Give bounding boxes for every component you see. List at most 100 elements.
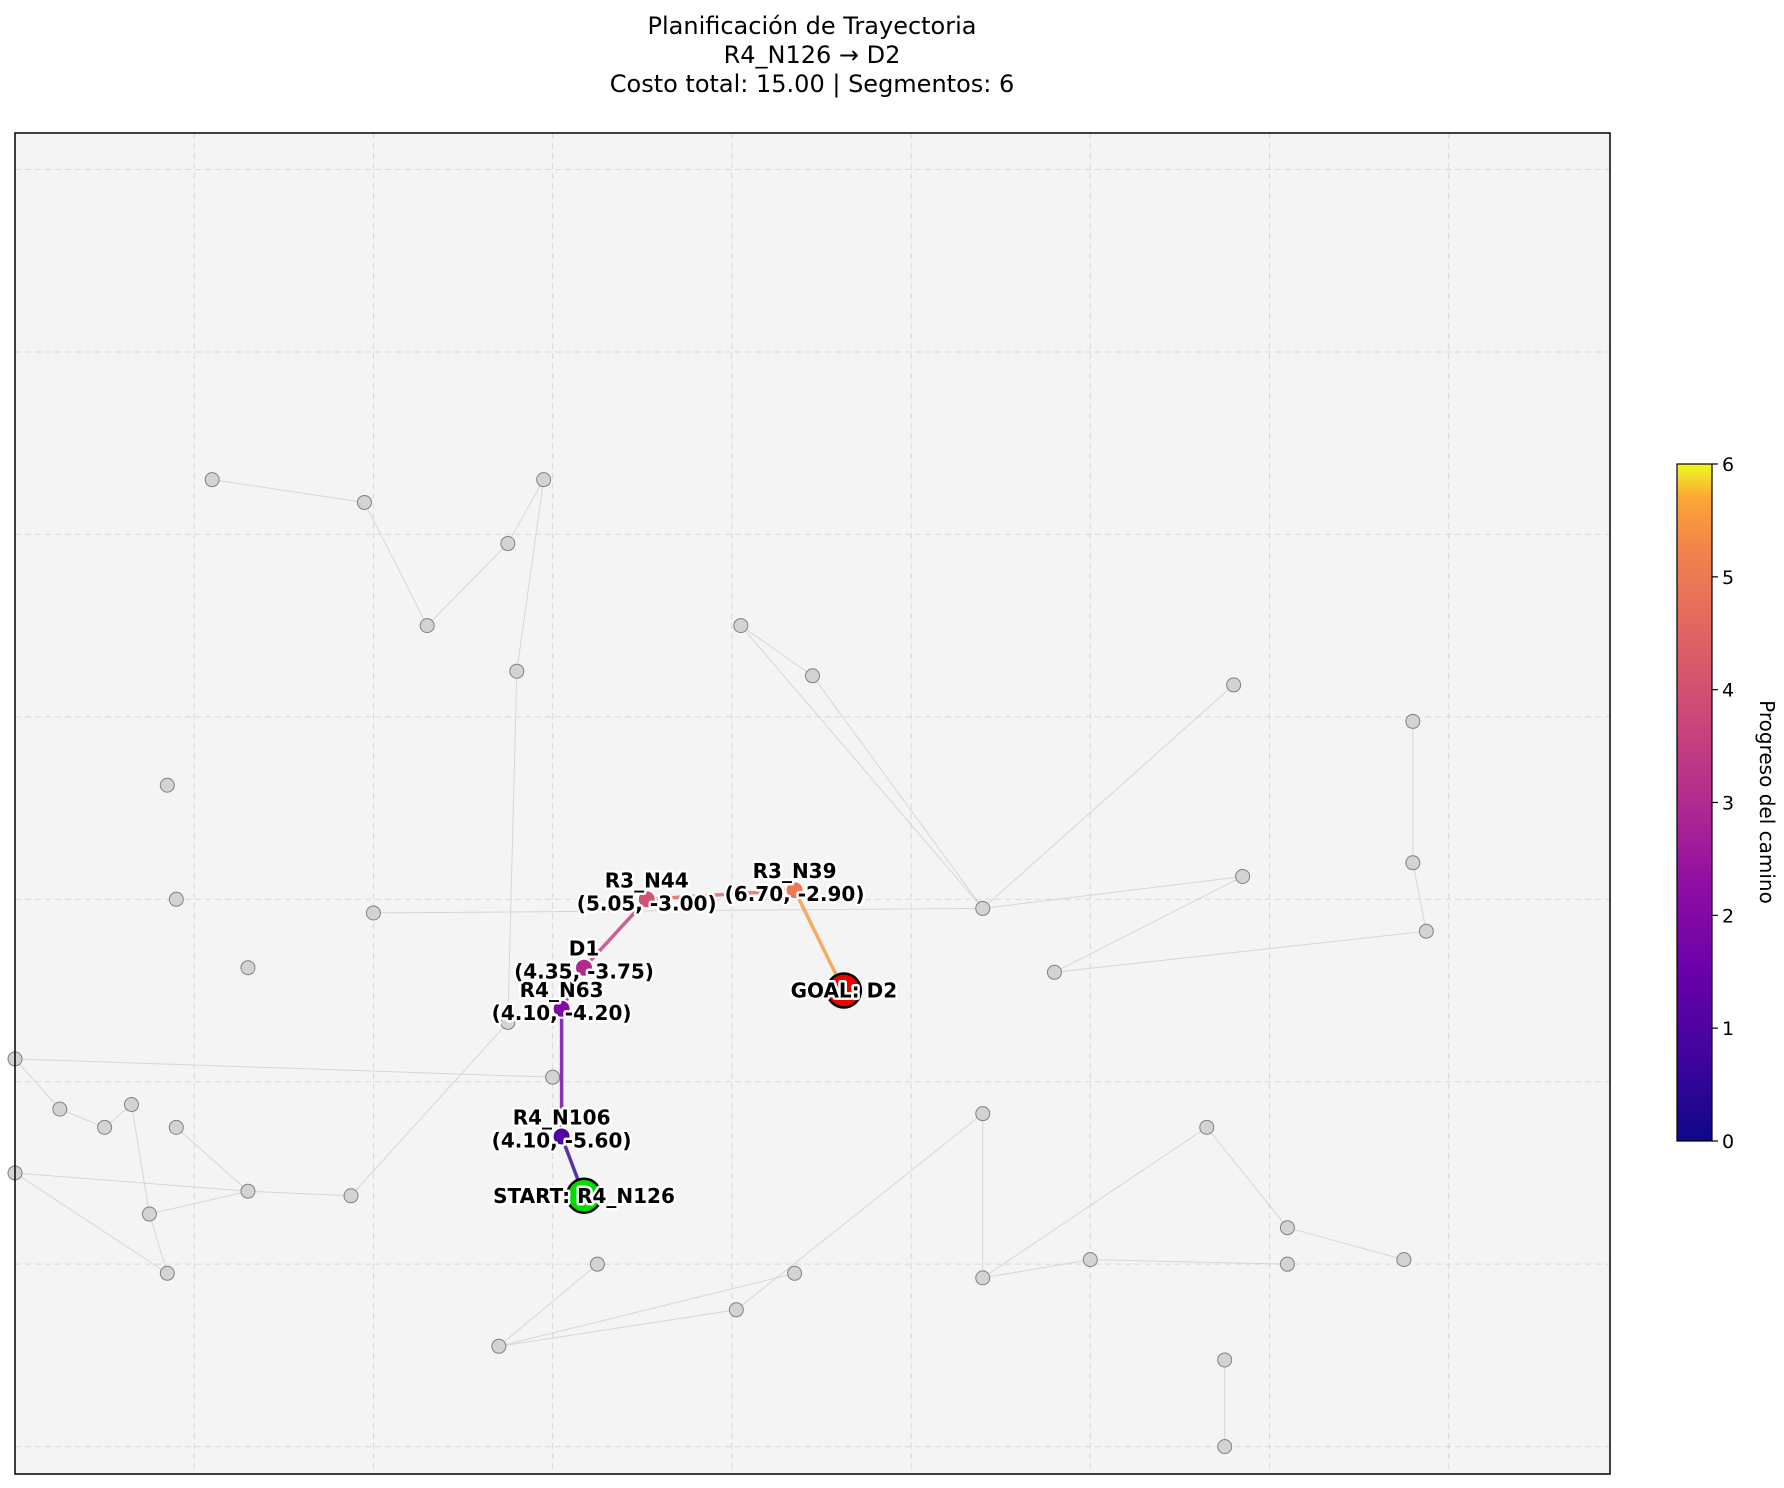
graph-node <box>805 668 820 684</box>
colorbar-tick-label: 3 <box>1722 793 1734 815</box>
path-segment <box>582 897 649 970</box>
graph-node <box>168 891 184 907</box>
colorbar <box>1676 463 1713 1142</box>
waypoint-coords-label: (5.05, -3.00) <box>577 891 717 915</box>
graph-node <box>356 494 372 510</box>
graph-node <box>975 1106 991 1122</box>
graph-edge <box>364 502 428 626</box>
graph-edge <box>982 1126 1208 1279</box>
path-labels: START: R4_N126 R4_N106(4.10, -5.60) R4_N63… <box>489 857 899 1211</box>
path-segment <box>792 888 846 993</box>
start-marker <box>565 1177 603 1215</box>
graph-node <box>1279 1220 1295 1236</box>
graph-edge <box>14 1172 249 1192</box>
waypoint-marker <box>574 957 595 978</box>
graph-edge <box>498 1263 598 1347</box>
graph-edge <box>59 1108 105 1128</box>
graph-edge <box>982 1259 1091 1279</box>
goal-marker <box>825 972 863 1009</box>
waypoint-name-label: D1 <box>569 937 600 961</box>
graph-node <box>159 777 175 793</box>
graph-edge <box>982 684 1234 909</box>
graph-edge <box>14 1058 61 1110</box>
graph-node <box>787 1265 803 1281</box>
graph-node <box>1217 1439 1233 1455</box>
graph-node <box>123 1097 139 1113</box>
graph-node <box>500 536 516 552</box>
chart-subtitle-cost: Costo total: 15.00 | Segmentos: 6 <box>610 70 1014 98</box>
graph-edge <box>812 675 984 909</box>
graph-node <box>168 1119 184 1135</box>
waypoint-coords-label: (4.10, -5.60) <box>492 1128 632 1152</box>
plot-area <box>15 133 1610 1474</box>
goal-label: GOAL: D2 <box>791 979 898 1003</box>
chart-subtitle-route: R4_N126 → D2 <box>724 41 901 69</box>
waypoint-name-label: R3_N39 <box>753 859 837 883</box>
waypoint-coords-label: (6.70, -2.90) <box>725 882 865 906</box>
graph-node <box>159 1265 175 1281</box>
waypoint-marker <box>784 880 805 901</box>
graph-node <box>419 618 435 634</box>
graph-edge <box>516 479 545 672</box>
graph-edge <box>498 1272 795 1347</box>
waypoint-name-label: R3_N44 <box>605 868 689 892</box>
colorbar-tick-label: 6 <box>1722 454 1734 476</box>
graph-node <box>733 618 749 634</box>
graph-edge <box>982 875 1243 909</box>
graph-node <box>1405 855 1421 871</box>
waypoint-coords-label: (4.35, -3.75) <box>514 960 654 984</box>
waypoint-marker <box>636 889 657 910</box>
graph-edge <box>507 671 518 1023</box>
graph-node <box>1418 923 1434 939</box>
graph-edge <box>426 543 509 626</box>
graph-node <box>1217 1352 1233 1368</box>
graph-edge <box>148 1213 168 1274</box>
graph-edge <box>1090 1259 1288 1265</box>
graph-edge <box>1054 930 1427 973</box>
graph-node <box>1405 713 1421 729</box>
graph-edge <box>1206 1127 1288 1229</box>
graph-edge <box>14 1172 168 1274</box>
graph-edge <box>373 907 983 914</box>
graph-node <box>1396 1252 1412 1268</box>
graph-node <box>240 1183 256 1199</box>
waypoint-coords-label: (4.10, -4.20) <box>492 1001 632 1025</box>
graph-edge <box>1287 1227 1405 1261</box>
graph-node <box>545 1069 561 1085</box>
waypoint-name-label: R4_N63 <box>520 978 604 1002</box>
graph-edge <box>498 1309 737 1347</box>
plot-frame <box>14 132 1611 1475</box>
waypoint-marker <box>551 1126 572 1147</box>
graph-node <box>52 1101 68 1117</box>
graph-edge <box>507 479 545 544</box>
graph-node <box>491 1338 507 1354</box>
colorbar-tick-label: 2 <box>1722 905 1734 927</box>
graph-edge <box>149 1190 249 1215</box>
graph-node <box>975 1270 991 1286</box>
graph-edge <box>1054 876 1243 973</box>
colorbar-tick-label: 4 <box>1722 680 1734 702</box>
colorbar-ticks: 0 1 2 3 4 5 6 <box>1712 454 1734 1153</box>
graph-nodes <box>7 472 1434 1455</box>
colorbar-tick-label: 5 <box>1722 567 1734 589</box>
graph-node <box>141 1206 157 1222</box>
waypoint-marker <box>551 998 572 1019</box>
graph-edge <box>175 1126 249 1192</box>
graph-node <box>509 663 525 679</box>
graph-edge <box>740 625 984 909</box>
graph-node <box>365 905 381 921</box>
graph-edge <box>736 1113 984 1311</box>
graph-node <box>1235 868 1251 884</box>
graph-node <box>1226 677 1242 693</box>
graph-edge <box>740 625 813 677</box>
graph-node <box>1199 1119 1215 1135</box>
graph-node <box>1046 964 1062 980</box>
start-label: START: R4_N126 <box>493 1184 675 1208</box>
graph-edge <box>1412 862 1427 932</box>
graph-node <box>240 960 256 976</box>
graph-node <box>343 1188 359 1204</box>
graph-node <box>536 472 552 488</box>
graph-edge <box>212 479 365 503</box>
graph-node <box>589 1256 605 1272</box>
